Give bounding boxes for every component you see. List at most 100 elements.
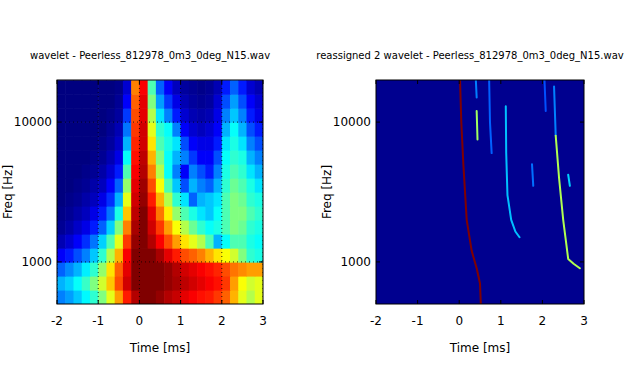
heatmap-cell — [65, 136, 74, 151]
heatmap-cell — [65, 94, 74, 109]
heatmap-cell — [247, 220, 256, 235]
heatmap-cell — [123, 164, 132, 179]
tick-label: 1 — [497, 314, 505, 328]
heatmap-cell — [247, 94, 256, 109]
heatmap-cell — [222, 220, 231, 235]
heatmap-cell — [181, 150, 190, 165]
heatmap-cell — [73, 122, 82, 137]
heatmap-cell — [189, 192, 198, 207]
heatmap-cell — [98, 122, 107, 137]
heatmap-cell — [106, 80, 115, 95]
heatmap-cell — [65, 234, 74, 249]
heatmap-cell — [238, 234, 247, 249]
tick — [263, 80, 264, 84]
tick — [259, 122, 263, 123]
tick-label: 2 — [218, 314, 226, 328]
heatmap-cell — [123, 178, 132, 193]
heatmap-cell — [164, 108, 173, 123]
heatmap-cell — [214, 276, 223, 291]
heatmap-cell — [148, 262, 157, 277]
heatmap-cell — [214, 192, 223, 207]
heatmap-cell — [222, 262, 231, 277]
heatmap-cell — [65, 80, 74, 95]
trace — [489, 80, 492, 153]
heatmap-cell — [247, 122, 256, 137]
heatmap-cell — [238, 206, 247, 221]
trace — [460, 80, 481, 304]
tick-label: -2 — [370, 314, 382, 328]
heatmap-cell — [90, 122, 99, 137]
tick — [500, 300, 501, 304]
tick — [500, 80, 501, 84]
trace — [506, 106, 520, 237]
tick-label: 1000 — [340, 255, 371, 269]
heatmap-cell — [238, 164, 247, 179]
tick — [542, 80, 543, 84]
heatmap-cell — [115, 206, 124, 221]
heatmap-cell — [139, 290, 148, 304]
heatmap-cell — [73, 262, 82, 277]
plot-area — [376, 80, 584, 304]
heatmap-cell — [164, 94, 173, 109]
heatmap-cell — [255, 108, 263, 123]
heatmap-cell — [82, 108, 91, 123]
heatmap-cell — [255, 262, 263, 277]
heatmap-cell — [148, 276, 157, 291]
heatmap-cell — [57, 178, 66, 193]
heatmap-cell — [123, 290, 132, 304]
heatmap-cell — [230, 248, 239, 263]
tick — [376, 122, 380, 123]
tick-label: -1 — [92, 314, 104, 328]
heatmap-cell — [82, 276, 91, 291]
heatmap-cell — [197, 206, 206, 221]
heatmap-cell — [197, 80, 206, 95]
tick — [542, 300, 543, 304]
grid-line — [139, 80, 140, 304]
axes-frame — [376, 80, 584, 304]
tick-label: 10000 — [333, 115, 371, 129]
tick-label: 2 — [539, 314, 547, 328]
heatmap-cell — [172, 136, 181, 151]
heatmap-cell — [238, 262, 247, 277]
heatmap-cell — [197, 276, 206, 291]
heatmap-cell — [255, 94, 263, 109]
tick-label: 10000 — [14, 115, 52, 129]
heatmap-cell — [156, 262, 165, 277]
heatmap-cell — [230, 80, 239, 95]
heatmap-cell — [98, 234, 107, 249]
heatmap-cell — [181, 80, 190, 95]
heatmap-cell — [98, 262, 107, 277]
grid-line — [57, 261, 263, 262]
heatmap-cell — [115, 234, 124, 249]
heatmap-cell — [172, 220, 181, 235]
heatmap-cell — [98, 248, 107, 263]
heatmap-cell — [98, 136, 107, 151]
heatmap-cell — [106, 234, 115, 249]
heatmap-cell — [255, 164, 263, 179]
heatmap-cell — [115, 262, 124, 277]
heatmap-cell — [57, 164, 66, 179]
chart: -2-10123100010000Time [ms]Freq [Hz]reass… — [316, 50, 623, 355]
heatmap-cell — [222, 206, 231, 221]
heatmap-cell — [106, 136, 115, 151]
tick — [259, 261, 263, 262]
axis-label: Time [ms] — [449, 341, 511, 355]
heatmap-cell — [148, 108, 157, 123]
heatmap-cell — [98, 220, 107, 235]
heatmap-cell — [98, 164, 107, 179]
heatmap-cell — [247, 164, 256, 179]
heatmap-cell — [255, 136, 263, 151]
heatmap-cell — [139, 248, 148, 263]
tick-label: 1000 — [21, 255, 52, 269]
heatmap-cell — [255, 276, 263, 291]
heatmap-cell — [90, 80, 99, 95]
heatmap-cell — [98, 276, 107, 291]
heatmap-cell — [106, 220, 115, 235]
heatmap-cell — [197, 248, 206, 263]
heatmap-cell — [172, 164, 181, 179]
heatmap-cell — [115, 122, 124, 137]
heatmap-cell — [214, 290, 223, 304]
heatmap-cell — [189, 94, 198, 109]
heatmap-cell — [65, 178, 74, 193]
heatmap-cell — [181, 192, 190, 207]
